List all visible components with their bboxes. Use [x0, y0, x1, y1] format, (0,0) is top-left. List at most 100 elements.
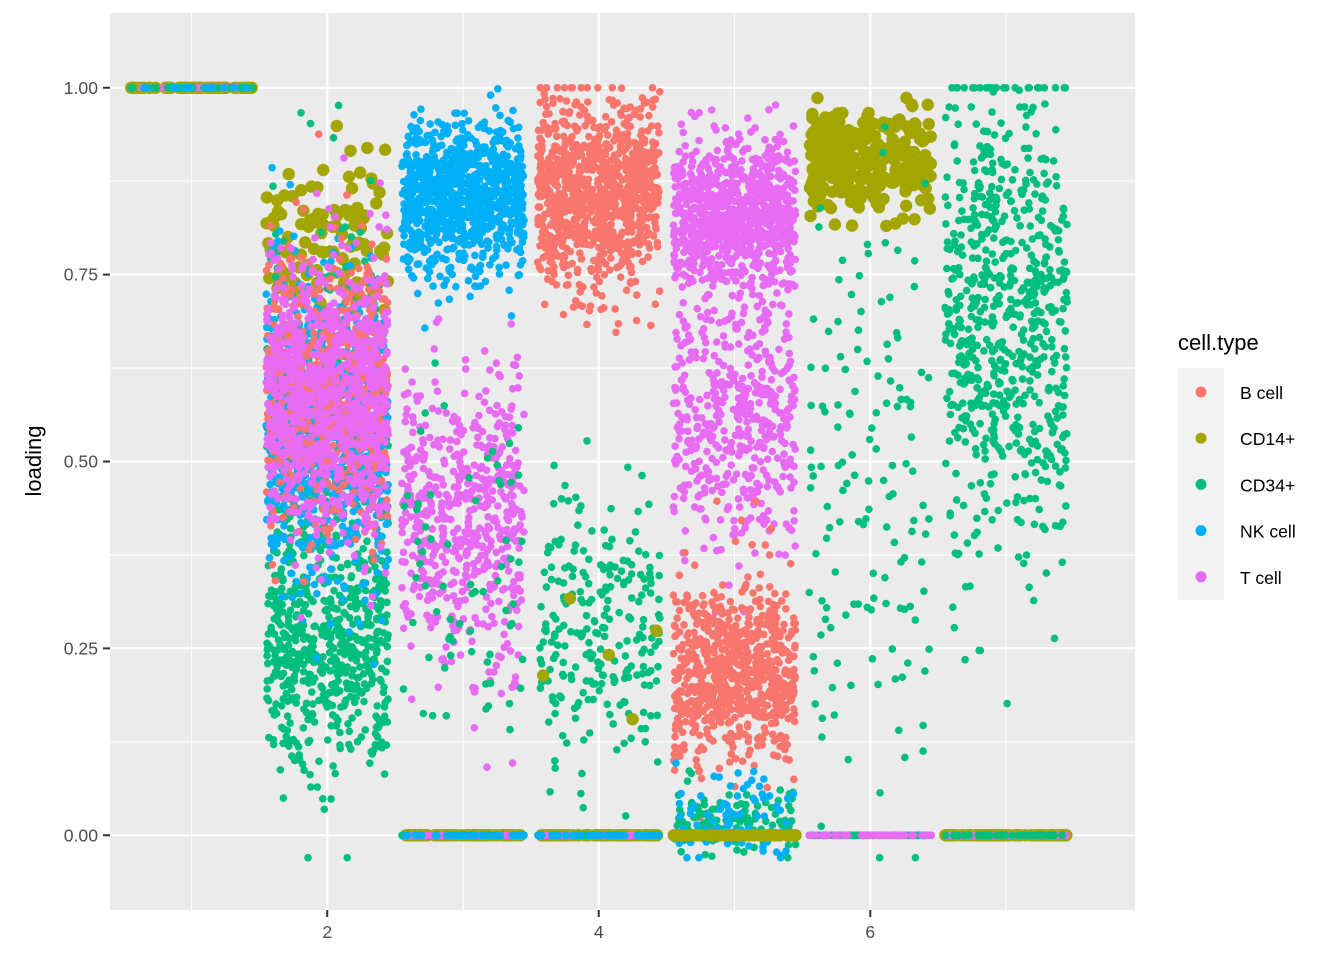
data-point: [361, 597, 369, 605]
data-point: [277, 766, 285, 774]
data-point: [479, 253, 487, 261]
data-point: [293, 418, 301, 426]
data-point: [417, 105, 425, 113]
data-point: [482, 606, 490, 614]
data-point: [326, 223, 334, 231]
data-point: [450, 468, 458, 476]
data-point: [400, 240, 408, 248]
data-point: [306, 671, 314, 679]
data-point: [288, 594, 296, 602]
data-point: [375, 716, 383, 724]
data-point: [350, 466, 358, 474]
data-point: [359, 470, 367, 478]
data-point: [344, 720, 352, 728]
data-point: [284, 396, 292, 404]
data-point: [485, 239, 493, 247]
data-point: [295, 743, 303, 751]
data-point: [266, 473, 274, 481]
data-point: [285, 354, 293, 362]
data-point: [266, 432, 274, 440]
data-point: [493, 519, 501, 527]
data-point: [453, 450, 461, 458]
data-point: [382, 465, 390, 473]
data-point: [316, 486, 324, 494]
data-point: [518, 205, 526, 213]
data-point: [355, 674, 363, 682]
data-point: [366, 210, 374, 218]
data-point: [516, 271, 524, 279]
data-point: [498, 690, 506, 698]
data-point: [343, 376, 351, 384]
data-point: [471, 684, 479, 692]
data-point: [271, 711, 279, 719]
data-point: [351, 367, 359, 375]
data-point: [382, 211, 390, 219]
data-point: [398, 558, 406, 566]
data-point: [461, 596, 469, 604]
data-point: [315, 758, 323, 766]
data-point: [334, 390, 342, 398]
data-point: [359, 545, 367, 553]
data-point: [336, 687, 344, 695]
data-point: [377, 543, 385, 551]
data-point: [336, 255, 344, 263]
data-point: [345, 336, 353, 344]
data-point: [400, 625, 408, 633]
data-point: [369, 370, 377, 378]
data-point: [343, 311, 351, 319]
data-point: [338, 457, 346, 465]
data-point: [327, 795, 335, 803]
data-point: [410, 111, 418, 119]
data-point: [373, 569, 381, 577]
data-point: [381, 327, 389, 335]
data-point: [435, 239, 443, 247]
data-point: [263, 652, 271, 660]
data-point: [328, 643, 336, 651]
data-point: [431, 129, 439, 137]
data-point: [328, 429, 336, 437]
data-point: [288, 570, 296, 578]
data-point: [381, 376, 389, 384]
data-point: [297, 339, 305, 347]
data-point: [285, 441, 293, 449]
data-point: [339, 628, 347, 636]
data-point: [319, 518, 327, 526]
data-point: [292, 667, 300, 675]
data-point: [282, 450, 290, 458]
data-point: [503, 471, 511, 479]
data-point: [351, 552, 359, 560]
data-point: [354, 738, 362, 746]
data-point: [370, 254, 378, 262]
data-point: [324, 263, 332, 271]
data-point: [442, 409, 450, 417]
data-point: [467, 543, 475, 551]
data-point: [349, 666, 357, 674]
data-point: [407, 642, 415, 650]
data-point: [456, 422, 464, 430]
data-point: [307, 323, 315, 331]
data-point: [514, 384, 522, 392]
data-point: [296, 353, 304, 361]
data-point: [512, 447, 520, 455]
data-point: [293, 529, 301, 537]
data-point: [455, 178, 463, 186]
data-point: [496, 270, 504, 278]
data-point: [371, 282, 379, 290]
data-point: [440, 282, 448, 290]
data-point: [446, 296, 454, 304]
data-point: [270, 257, 278, 265]
data-point: [514, 213, 522, 221]
data-point: [483, 763, 491, 771]
data-point: [500, 631, 508, 639]
data-point: [405, 175, 413, 183]
data-point: [473, 210, 481, 218]
data-point: [487, 153, 495, 161]
data-point: [507, 491, 515, 499]
data-point: [278, 365, 286, 373]
data-point: [449, 245, 457, 253]
data-point: [384, 512, 392, 520]
data-point: [475, 412, 483, 420]
data-point: [487, 91, 495, 99]
data-point: [423, 485, 431, 493]
data-point: [481, 399, 489, 407]
